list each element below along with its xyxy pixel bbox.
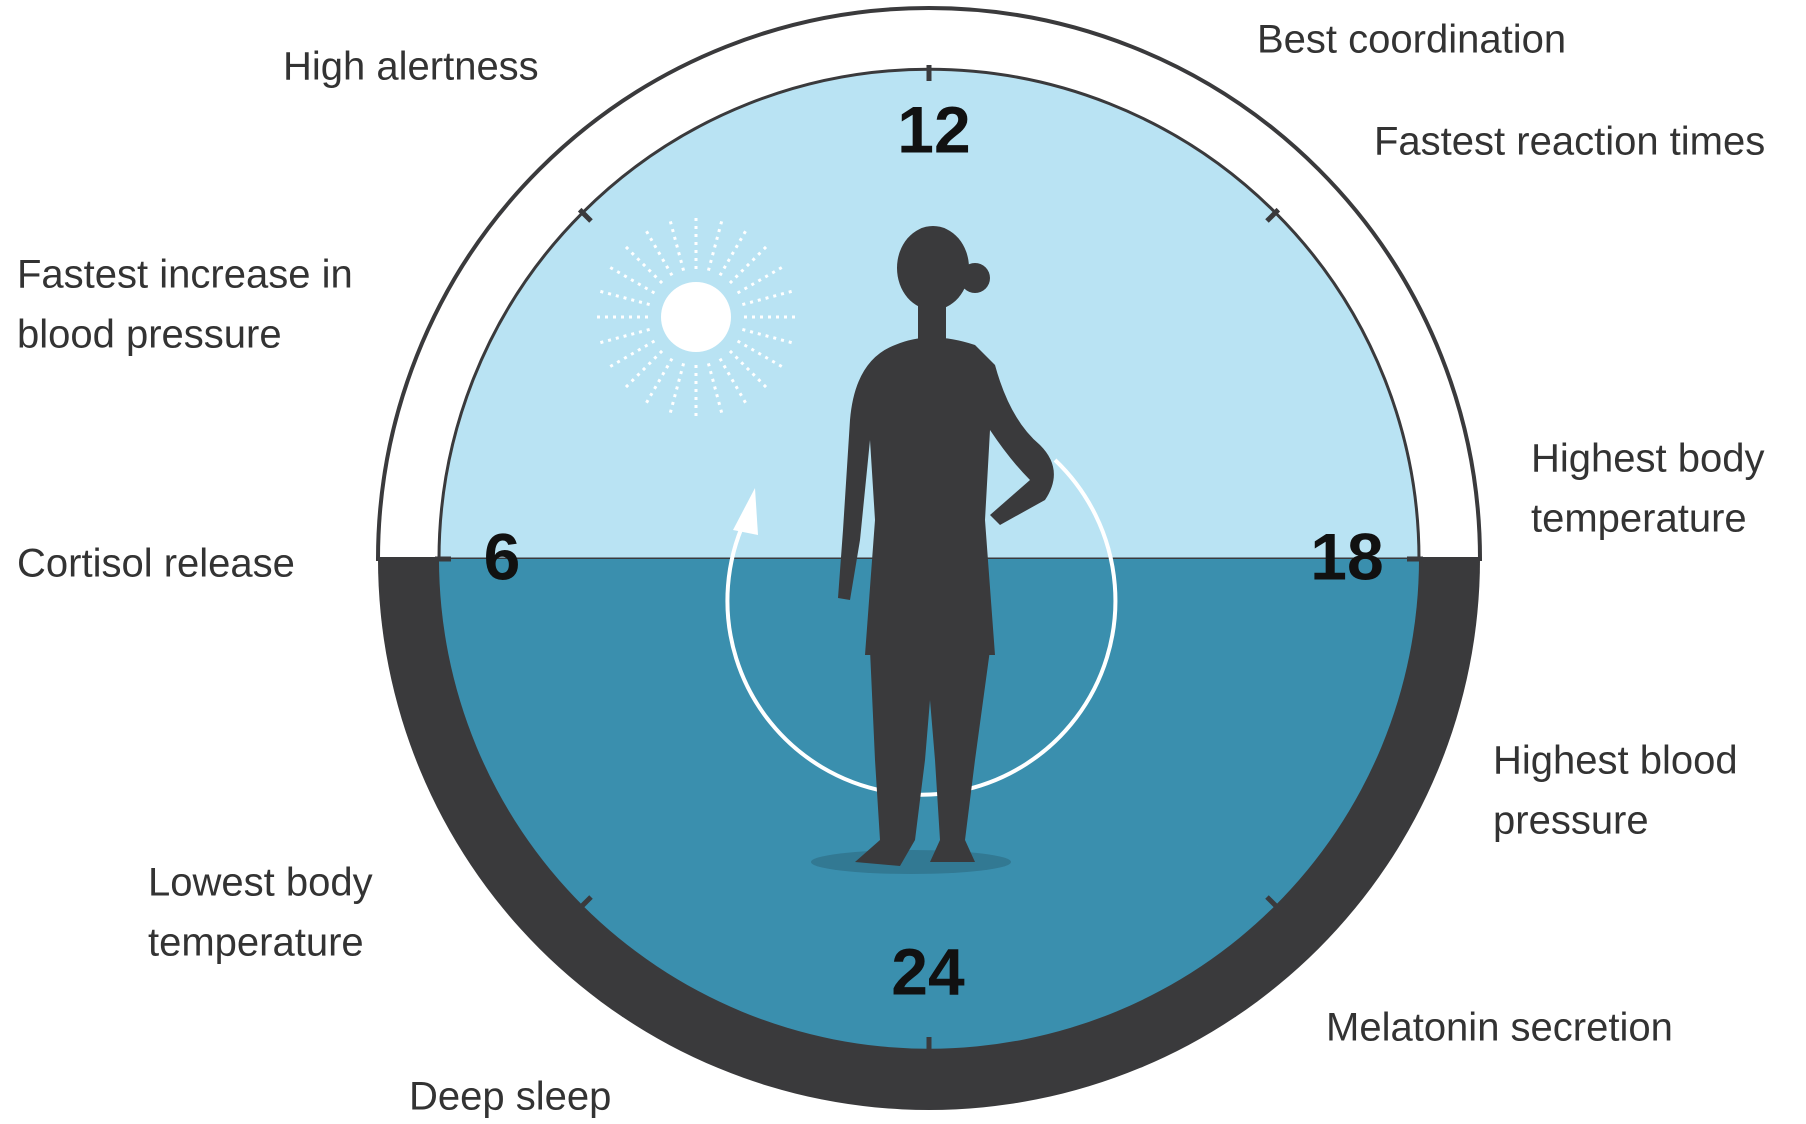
annotation-line: Highest blood xyxy=(1493,739,1738,783)
hour-number: 12 xyxy=(897,92,970,166)
sun-disc xyxy=(661,282,731,352)
annotation-line: Best coordination xyxy=(1257,18,1566,62)
annotation-line: Cortisol release xyxy=(17,542,295,586)
hour-number: 18 xyxy=(1310,519,1383,593)
annotation-line: temperature xyxy=(1531,497,1747,541)
hair-bun xyxy=(960,263,990,293)
annotation-line: blood pressure xyxy=(17,313,282,357)
annotation-line: Deep sleep xyxy=(409,1075,611,1119)
head xyxy=(897,226,969,310)
shadow xyxy=(811,850,1011,874)
hour-number: 6 xyxy=(484,519,521,593)
circadian-diagram: 12 6 18 24 High alertness Best coordination F… xyxy=(0,0,1806,1124)
annotation-line: Highest body xyxy=(1531,437,1764,481)
annotation-line: Fastest increase in xyxy=(17,253,353,297)
annotation-line: pressure xyxy=(1493,799,1649,843)
hour-number: 24 xyxy=(891,934,965,1008)
annotation-line: Lowest body xyxy=(148,861,373,905)
annotation-line: High alertness xyxy=(283,45,539,89)
annotation-line: Melatonin secretion xyxy=(1326,1006,1673,1050)
annotation-line: Fastest reaction times xyxy=(1374,120,1765,164)
annotation-line: temperature xyxy=(148,921,364,965)
